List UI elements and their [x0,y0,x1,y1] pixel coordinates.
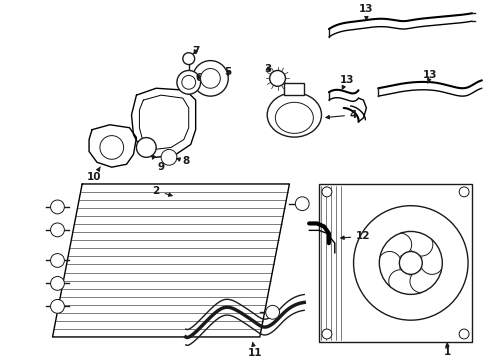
Circle shape [322,329,332,339]
Circle shape [459,329,469,339]
Text: 7: 7 [192,46,199,56]
Text: 13: 13 [359,4,374,20]
Text: 5: 5 [224,67,232,77]
Text: 10: 10 [87,167,101,182]
Circle shape [177,71,200,94]
Circle shape [379,231,442,294]
Text: 11: 11 [247,342,262,358]
Text: 2: 2 [152,186,172,196]
Circle shape [50,300,64,313]
Text: 12: 12 [341,231,370,241]
Circle shape [161,149,177,165]
Text: 1: 1 [444,343,451,357]
Bar [319,184,472,342]
Circle shape [50,223,64,237]
Circle shape [354,206,468,320]
Circle shape [459,187,469,197]
Circle shape [183,53,195,64]
Circle shape [266,305,279,319]
Circle shape [399,252,422,274]
Text: 3: 3 [264,63,271,73]
Circle shape [270,71,286,86]
Circle shape [322,187,332,197]
Circle shape [200,68,220,88]
Circle shape [50,276,64,290]
Circle shape [182,75,196,89]
Text: 4: 4 [326,110,357,120]
Text: 8: 8 [176,156,190,166]
Circle shape [50,253,64,267]
Circle shape [295,197,309,211]
Circle shape [193,60,228,96]
Circle shape [136,138,156,157]
Circle shape [100,136,123,159]
Text: 6: 6 [195,73,202,84]
Text: 9: 9 [152,156,165,172]
Bar [285,83,304,95]
Text: 13: 13 [423,71,438,83]
Text: 13: 13 [340,75,354,89]
Circle shape [50,200,64,214]
Ellipse shape [275,102,313,134]
Ellipse shape [267,93,321,137]
